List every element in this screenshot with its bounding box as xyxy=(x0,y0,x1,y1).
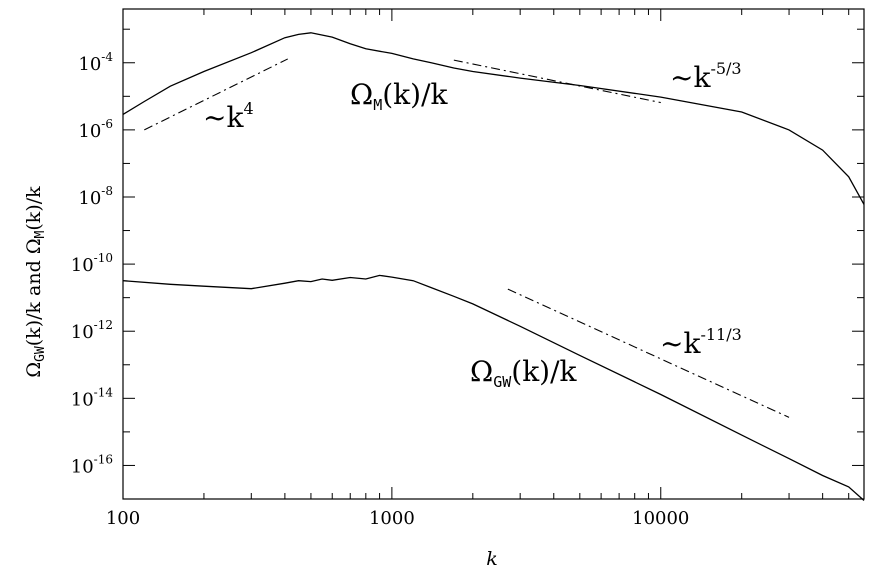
annotation-k-11-3: ~k-11/3 xyxy=(660,325,742,360)
y-axis-label: ΩGW(k)/k and ΩM(k)/k xyxy=(23,186,48,378)
guide-k4 xyxy=(144,58,289,131)
slope-guides xyxy=(144,58,790,418)
x-axis-label: k xyxy=(486,548,498,570)
y-tick-label: 10-14 xyxy=(71,385,114,410)
annotation-k-5-3: ~k-5/3 xyxy=(670,59,742,94)
series-omega-gw xyxy=(122,274,865,501)
y-tick-label: 10-12 xyxy=(71,318,113,343)
label-omega-m: ΩM(k)/k xyxy=(350,78,448,114)
x-tick-label: 10000 xyxy=(632,508,689,529)
y-tick-label: 10-16 xyxy=(71,452,113,477)
y-tick-label: 10-6 xyxy=(78,117,113,142)
x-tick-label: 100 xyxy=(106,508,140,529)
label-omega-gw: ΩGW(k)/k xyxy=(470,355,578,391)
y-tick-label: 10-8 xyxy=(78,184,113,209)
plot-frame xyxy=(122,8,865,500)
axis-ticks xyxy=(122,9,864,500)
y-tick-label: 10-4 xyxy=(78,50,113,75)
guide-k53 xyxy=(453,59,661,104)
axis-tick-labels: 100 1000 10000 10-4 10-6 10-8 10-10 10-12 10-14 1… xyxy=(71,50,690,529)
x-tick-label: 1000 xyxy=(369,508,415,529)
data-curves xyxy=(122,32,865,501)
annotation-k4: ~k4 xyxy=(203,99,254,134)
y-tick-label: 10-10 xyxy=(71,251,113,276)
guide-k113 xyxy=(507,288,790,418)
series-omega-m xyxy=(122,32,865,205)
